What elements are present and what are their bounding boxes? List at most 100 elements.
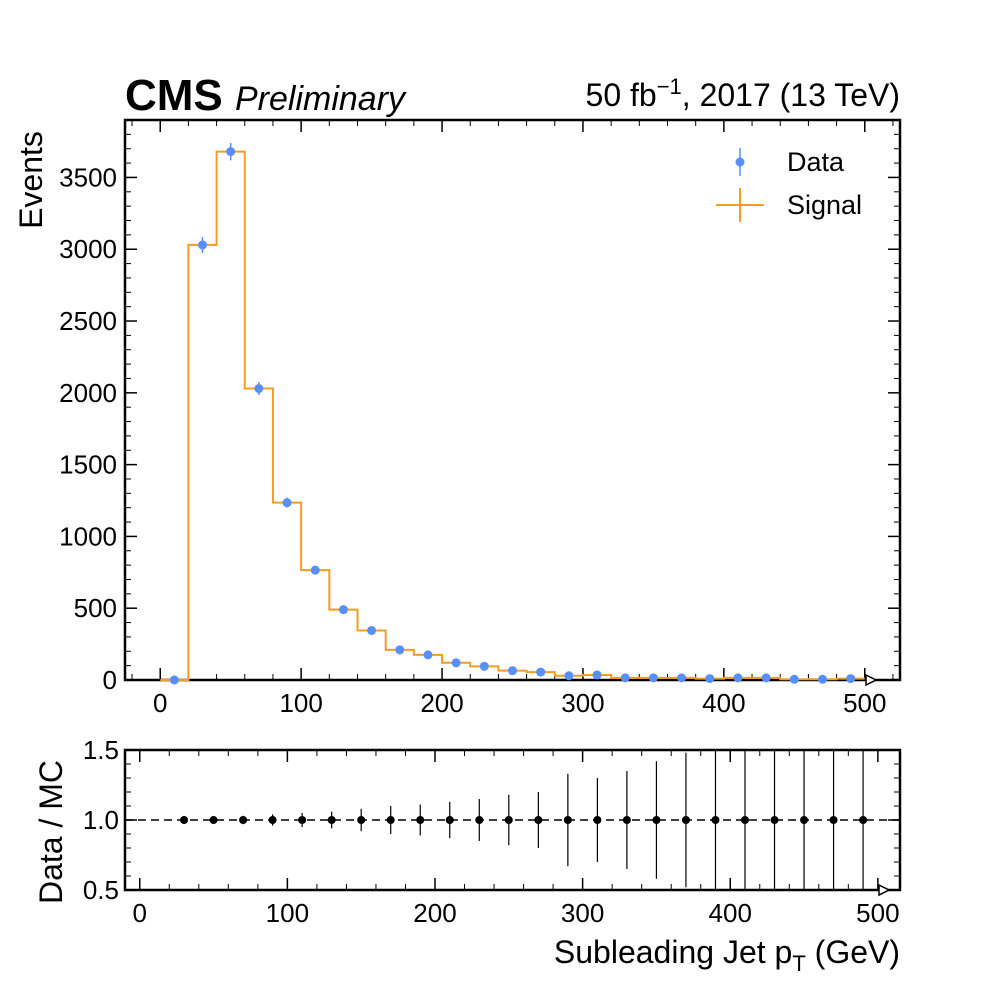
ratio-point — [800, 816, 809, 824]
data-point — [423, 650, 433, 660]
ratio-panel: 0 100 200 300 400 500 0.5 1.0 1.5 Data / MC Subl… — [33, 735, 902, 976]
legend-data-marker — [735, 157, 745, 167]
lumi-label: 50 fb−1, 2017 (13 TeV) — [586, 74, 900, 113]
data-point — [620, 673, 630, 683]
ratio-point — [268, 816, 277, 824]
ratio-point — [622, 816, 631, 824]
main-y-tick-label: 3000 — [59, 234, 117, 264]
ratio-point — [593, 816, 602, 824]
ratio-point — [829, 816, 838, 824]
ratio-point — [298, 816, 307, 824]
ratio-axis-ticks: 0 100 200 300 400 500 0.5 1.0 1.5 — [83, 735, 900, 928]
ratio-point — [416, 816, 425, 824]
data-point — [733, 673, 743, 683]
data-point — [508, 666, 517, 676]
main-frame — [123, 118, 902, 682]
main-x-tick-label: 100 — [279, 688, 322, 718]
legend-signal-label: Signal — [787, 190, 862, 220]
main-x-tick-label: 500 — [843, 688, 886, 718]
x-axis-label-unit: (GeV) — [806, 934, 900, 970]
ratio-point — [711, 816, 720, 824]
ratio-x-tick-label: 0 — [133, 898, 147, 928]
main-y-tick-label: 3500 — [59, 162, 117, 192]
ratio-point — [239, 816, 248, 824]
ratio-point — [327, 816, 336, 824]
data-point — [648, 673, 658, 683]
data-point — [705, 674, 715, 684]
lumi-suffix: , 2017 (13 TeV) — [682, 77, 900, 113]
main-x-tick-label: 0 — [153, 688, 167, 718]
ratio-point — [652, 816, 661, 824]
ratio-x-tick-label: 400 — [709, 898, 752, 928]
data-point — [564, 671, 574, 681]
ratio-point — [209, 816, 218, 824]
data-point — [367, 625, 377, 635]
experiment-label: CMS — [125, 71, 223, 120]
ratio-x-tick-label: 200 — [413, 898, 456, 928]
data-point — [592, 670, 602, 680]
legend: Data Signal — [716, 147, 862, 222]
ratio-x-tick-label: 100 — [266, 898, 309, 928]
data-point — [338, 605, 348, 615]
main-x-tick-label: 200 — [420, 688, 463, 718]
data-point — [789, 674, 799, 684]
main-y-tick-label: 2500 — [59, 306, 117, 336]
lumi-exponent: −1 — [657, 74, 682, 99]
data-points — [169, 142, 856, 685]
main-x-tick-label: 300 — [561, 688, 604, 718]
lumi-value: 50 fb — [586, 77, 657, 113]
data-point — [818, 674, 827, 684]
ratio-point — [475, 816, 484, 824]
ratio-y-axis-label: Data / MC — [33, 760, 69, 904]
main-axis-ticks: 0 100 200 300 400 500 0 500 1000 1500 2000 2500 3000… — [59, 120, 900, 718]
data-point — [254, 384, 264, 394]
data-point — [310, 565, 320, 575]
signal-histogram — [160, 150, 865, 681]
ratio-y-tick-label: 1.5 — [83, 735, 119, 765]
ratio-point — [563, 816, 572, 824]
ratio-point — [504, 816, 513, 824]
ratio-points — [180, 750, 868, 890]
main-y-tick-label: 1500 — [59, 450, 117, 480]
ratio-point — [859, 816, 868, 824]
ratio-overflow-arrow-icon — [878, 883, 891, 897]
data-point — [479, 661, 489, 671]
ratio-point — [741, 816, 749, 824]
legend-data-label: Data — [787, 147, 845, 177]
legend-item-signal: Signal — [716, 188, 862, 222]
ratio-x-tick-label: 500 — [856, 898, 899, 928]
status-label: Preliminary — [235, 80, 407, 118]
data-point — [169, 675, 179, 685]
main-y-tick-label: 1000 — [59, 521, 117, 551]
data-point — [536, 667, 546, 677]
data-point — [198, 240, 207, 250]
data-point — [282, 498, 292, 508]
ratio-y-tick-label: 1.0 — [83, 805, 119, 835]
overflow-arrow-icon — [865, 673, 878, 687]
data-point — [451, 658, 461, 668]
main-y-tick-label: 0 — [103, 665, 117, 695]
ratio-point — [681, 816, 690, 824]
x-axis-label: Subleading Jet pT (GeV) — [554, 934, 900, 976]
main-panel: 0 100 200 300 400 500 0 500 1000 1500 2000 2500 3000… — [13, 118, 902, 718]
main-y-tick-label: 500 — [74, 593, 117, 623]
signal-step-line — [160, 150, 865, 681]
ratio-point — [445, 816, 454, 824]
main-y-axis-label: Events — [13, 131, 49, 229]
x-axis-label-main: Subleading Jet p — [554, 934, 792, 970]
main-x-tick-label: 400 — [702, 688, 745, 718]
ratio-x-tick-label: 300 — [561, 898, 604, 928]
data-point — [846, 674, 856, 684]
data-point — [761, 673, 771, 683]
ratio-point — [534, 816, 543, 824]
ratio-point — [770, 816, 779, 824]
data-point — [226, 147, 236, 157]
main-y-tick-label: 2000 — [59, 378, 117, 408]
x-axis-label-sub: T — [792, 951, 805, 976]
ratio-y-tick-label: 0.5 — [83, 875, 119, 905]
ratio-point — [180, 816, 189, 824]
data-point — [395, 645, 405, 655]
legend-item-data: Data — [735, 147, 845, 177]
data-point — [677, 673, 687, 683]
